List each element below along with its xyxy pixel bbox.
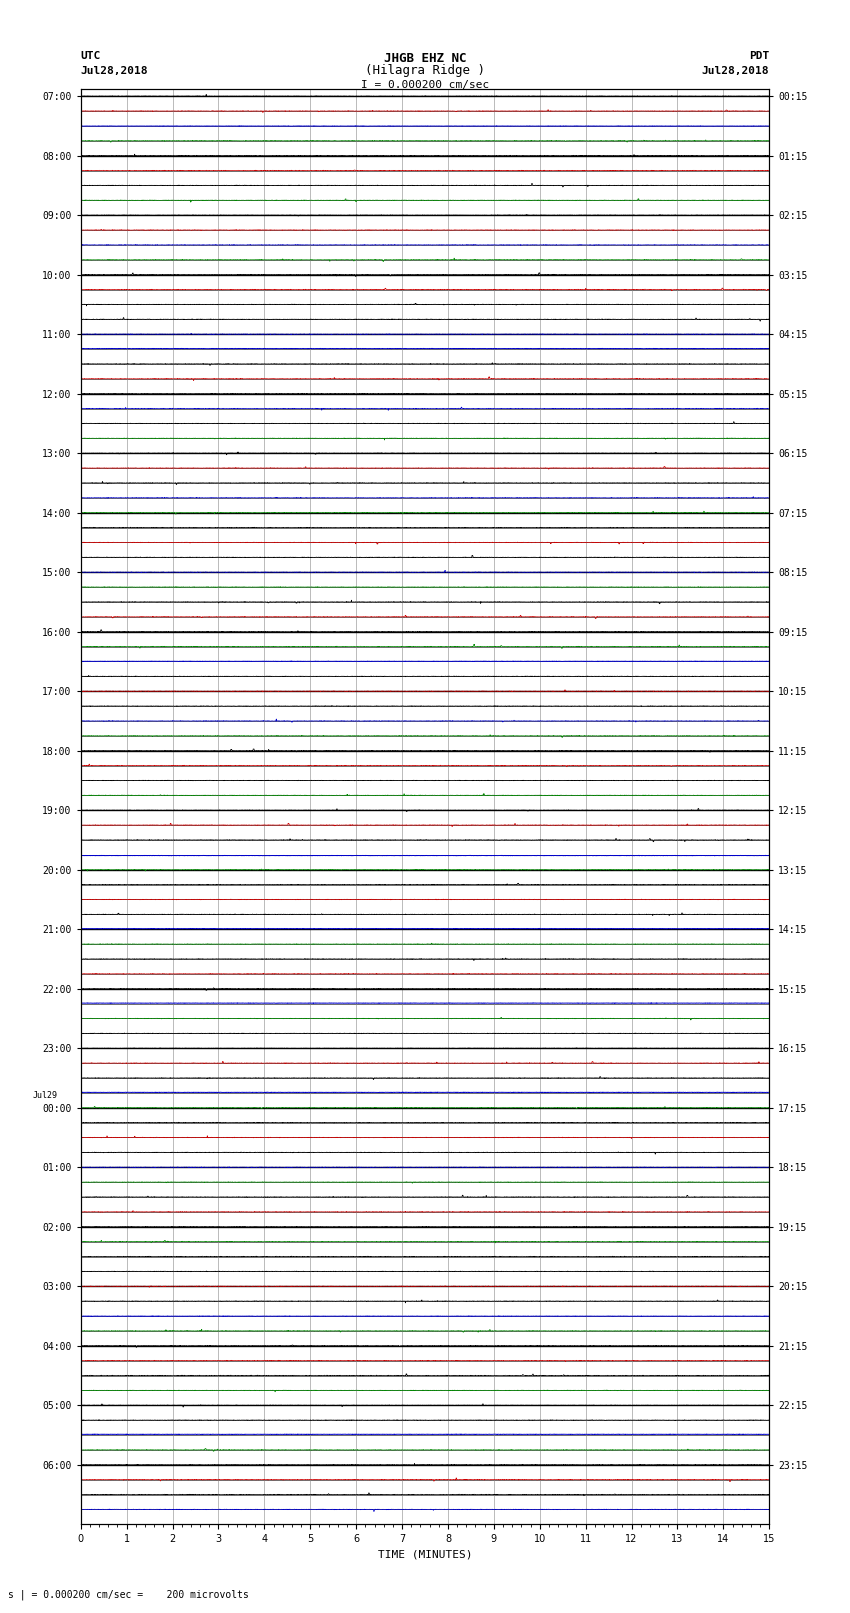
- Text: UTC: UTC: [81, 52, 101, 61]
- Text: s | = 0.000200 cm/sec =    200 microvolts: s | = 0.000200 cm/sec = 200 microvolts: [8, 1589, 249, 1600]
- Text: PDT: PDT: [749, 52, 769, 61]
- Text: JHGB EHZ NC: JHGB EHZ NC: [383, 52, 467, 65]
- Text: Jul28,2018: Jul28,2018: [81, 66, 148, 76]
- Text: I = 0.000200 cm/sec: I = 0.000200 cm/sec: [361, 81, 489, 90]
- X-axis label: TIME (MINUTES): TIME (MINUTES): [377, 1550, 473, 1560]
- Text: Jul29: Jul29: [33, 1092, 58, 1100]
- Text: Jul28,2018: Jul28,2018: [702, 66, 769, 76]
- Text: (Hilagra Ridge ): (Hilagra Ridge ): [365, 65, 485, 77]
